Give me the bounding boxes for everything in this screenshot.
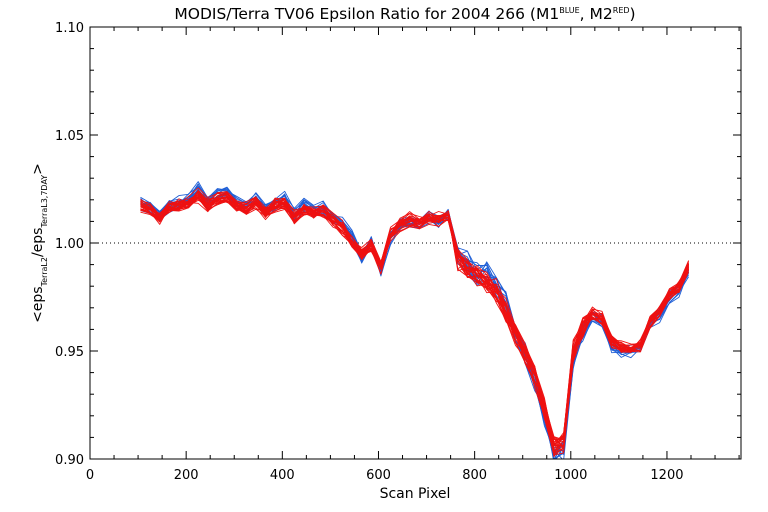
x-tick-label: 1000 (554, 468, 587, 483)
series-m1-trace (140, 191, 690, 452)
plot-area (90, 181, 741, 459)
series-m2-trace (140, 187, 690, 447)
plot-frame (89, 26, 742, 460)
series-m2-trace (140, 195, 689, 447)
chart-title: MODIS/Terra TV06 Epsilon Ratio for 2004 … (174, 5, 635, 23)
series-m2 (140, 187, 690, 458)
series-m2-trace (140, 193, 690, 448)
x-tick-label: 800 (462, 468, 487, 483)
series-m2-trace (140, 193, 689, 443)
y-tick-label: 1.10 (55, 21, 84, 36)
x-tick-label: 0 (86, 468, 94, 483)
y-axis-ticks: 0.90 0.95 1.00 1.05 1.10 (55, 21, 741, 468)
series-m2-trace (140, 191, 689, 443)
y-tick-label: 1.00 (55, 237, 84, 252)
y-tick-label: 0.95 (55, 345, 84, 360)
x-axis-label: Scan Pixel (380, 486, 451, 502)
series-m2-trace (140, 197, 690, 456)
series-m2-trace (140, 197, 690, 440)
x-tick-label: 400 (270, 468, 295, 483)
series-m2-trace (140, 197, 690, 445)
series-m2-trace (140, 193, 690, 447)
y-axis-label: <epsTerraL2/epsTerraL3,7DAY> (30, 163, 49, 323)
series-m2-trace (140, 190, 690, 443)
y-tick-label: 0.90 (55, 453, 84, 468)
x-tick-label: 1200 (650, 468, 683, 483)
series-m2-trace (140, 191, 690, 450)
series-m2-trace (140, 192, 690, 446)
x-tick-label: 600 (366, 468, 391, 483)
x-axis-ticks: 0 200 400 600 800 1000 1200 (86, 27, 740, 483)
series-m2-trace (140, 189, 689, 448)
series-m2-trace (140, 195, 690, 441)
series-m2-trace (140, 197, 690, 448)
x-tick-label: 200 (174, 468, 199, 483)
y-tick-label: 1.05 (55, 129, 84, 144)
series-m2-trace (140, 195, 690, 441)
